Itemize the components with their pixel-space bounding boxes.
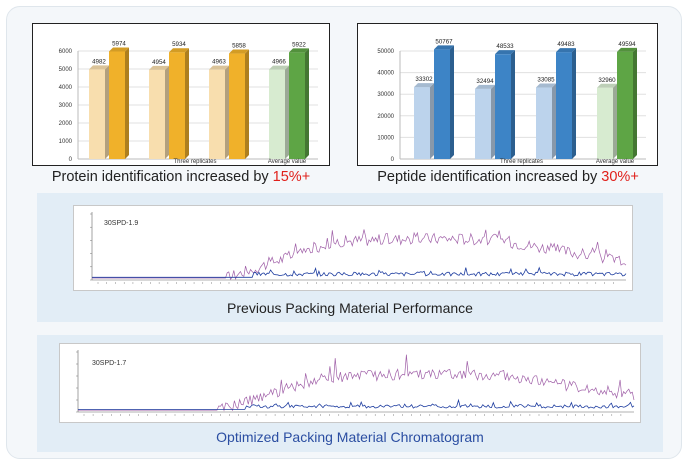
y-tick-label: 4000 <box>59 85 73 91</box>
data-label: 4954 <box>152 59 166 66</box>
bar <box>536 83 556 159</box>
peptide-chart: 0 10000 20000 30000 40000 50000 33302 50767 3249… <box>357 23 658 166</box>
bar <box>89 65 109 159</box>
x-axis-label: Three replicates <box>500 159 543 165</box>
y-tick-label: 0 <box>391 157 395 163</box>
bar <box>597 83 617 159</box>
optimized-chromatogram: 30SPD-1.7 <box>59 343 641 423</box>
data-label: 5974 <box>112 40 126 47</box>
protein-caption-highlight: 15%+ <box>272 169 311 185</box>
peptide-caption-highlight: 30%+ <box>601 169 639 185</box>
data-label: 5922 <box>292 41 306 48</box>
data-label: 49483 <box>557 41 575 48</box>
blue-trace <box>78 398 635 410</box>
bar <box>495 50 515 160</box>
y-tick-label: 3000 <box>59 103 73 109</box>
bar <box>617 47 637 159</box>
blue-trace <box>92 266 627 278</box>
data-label: 33085 <box>537 77 555 84</box>
bar <box>229 49 249 159</box>
data-label: 32960 <box>598 77 616 84</box>
data-label: 5934 <box>172 41 186 48</box>
purple-trace <box>78 354 635 412</box>
bar <box>556 48 576 159</box>
protein-caption: Protein identification increased by 15%+ <box>29 169 333 185</box>
x-axis-label: Three replicates <box>173 159 216 165</box>
peptide-bar-chart: 0 10000 20000 30000 40000 50000 33302 50767 3249… <box>377 38 646 165</box>
data-label: 5858 <box>232 43 246 50</box>
y-tick-label: 5000 <box>59 67 73 73</box>
data-label: 33302 <box>415 76 433 83</box>
bar <box>269 65 289 159</box>
purple-trace <box>92 229 627 281</box>
data-label: 4966 <box>272 59 286 66</box>
optimized-chromatogram-panel: 30SPD-1.7 Optimized Packing Material Chr… <box>37 335 663 452</box>
y-tick-label: 0 <box>69 157 73 163</box>
bar <box>169 48 189 159</box>
bar <box>414 83 434 159</box>
optimized-chromatogram-title: Optimized Packing Material Chromatogram <box>216 429 484 445</box>
figure-card: 0 1000 2000 3000 4000 5000 6000 4982 5974 4954 593… <box>6 6 682 459</box>
previous-chromatogram-plot <box>90 212 627 284</box>
data-label: 50767 <box>435 38 453 45</box>
y-tick-label: 2000 <box>59 121 73 127</box>
bar <box>149 65 169 159</box>
previous-chromatogram: 30SPD-1.9 <box>73 205 633 291</box>
previous-chromatogram-title: Previous Packing Material Performance <box>227 300 473 316</box>
bar <box>434 45 454 160</box>
data-label: 32494 <box>476 78 494 85</box>
data-label: 48533 <box>496 43 514 50</box>
peptide-caption-text: Peptide identification increased by <box>377 169 602 185</box>
previous-chromatogram-panel: 30SPD-1.9 Previous Packing Material Perf… <box>37 193 663 322</box>
optimized-chromatogram-label: 30SPD-1.7 <box>92 360 127 367</box>
y-tick-label: 50000 <box>377 49 394 55</box>
y-tick-label: 10000 <box>377 135 394 141</box>
category-label: Average value <box>268 159 307 165</box>
data-label: 4963 <box>212 59 226 66</box>
bar <box>475 84 495 159</box>
y-tick-label: 30000 <box>377 92 394 98</box>
bar <box>209 65 229 159</box>
peptide-caption: Peptide identification increased by 30%+ <box>351 169 665 185</box>
protein-chart: 0 1000 2000 3000 4000 5000 6000 4982 5974 4954 593… <box>32 23 330 166</box>
optimized-chromatogram-plot <box>76 350 635 416</box>
y-tick-label: 40000 <box>377 71 394 77</box>
y-tick-label: 20000 <box>377 114 394 120</box>
category-label: Average value <box>596 159 635 165</box>
previous-chromatogram-label: 30SPD-1.9 <box>104 220 139 227</box>
data-label: 4982 <box>92 58 106 65</box>
y-tick-label: 1000 <box>59 139 73 145</box>
bar <box>289 48 309 159</box>
data-label: 49594 <box>618 41 636 48</box>
protein-caption-text: Protein identification increased by <box>51 169 273 185</box>
y-tick-label: 6000 <box>59 49 73 55</box>
bar <box>109 47 129 159</box>
protein-bar-chart: 0 1000 2000 3000 4000 5000 6000 4982 5974 4954 593… <box>59 40 318 165</box>
